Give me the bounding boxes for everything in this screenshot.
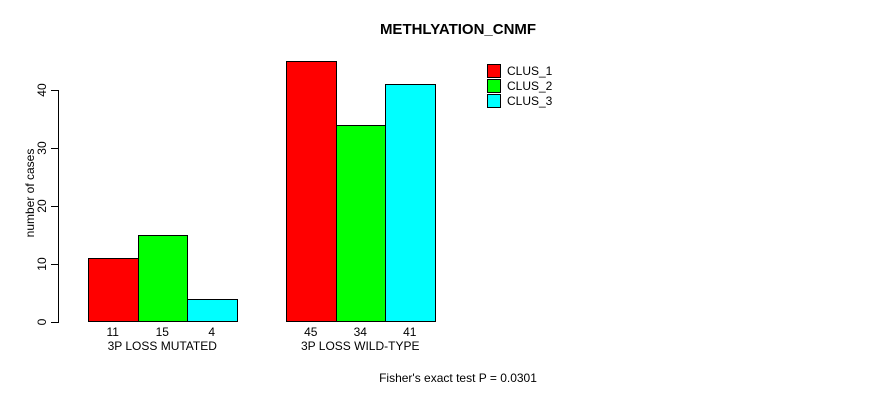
- y-tick: [51, 90, 58, 91]
- footer-annotation: Fisher's exact test P = 0.0301: [379, 371, 537, 385]
- y-tick: [51, 264, 58, 265]
- legend-label: CLUS_2: [507, 78, 553, 93]
- bar-clus_3-group1: [187, 298, 238, 322]
- legend-swatch: [487, 93, 501, 108]
- y-tick: [51, 148, 58, 149]
- y-tick: [51, 322, 58, 323]
- legend-item: CLUS_1: [487, 63, 552, 78]
- bar-value-label: 11: [106, 325, 119, 339]
- legend: CLUS_1 CLUS_2 CLUS_3: [487, 63, 552, 108]
- y-tick-label: 20: [35, 199, 49, 213]
- bar-value-label: 15: [155, 325, 169, 339]
- bar-value-label: 34: [353, 325, 367, 339]
- y-tick-label: 0: [35, 318, 49, 326]
- bar-value-label: 4: [208, 325, 216, 339]
- legend-swatch: [487, 78, 501, 93]
- legend-swatch: [487, 63, 501, 78]
- y-tick-label: 10: [35, 257, 49, 271]
- chart-title: METHLYATION_CNMF: [379, 21, 537, 38]
- bar-clus_1-group2: [286, 61, 337, 322]
- bar-clus_2-group2: [335, 124, 386, 322]
- bar-clus_1-group1: [88, 258, 139, 322]
- bar-value-label: 45: [304, 325, 318, 339]
- category-label: 3P LOSS WILD-TYPE: [301, 339, 420, 353]
- y-axis-line: [58, 90, 59, 323]
- legend-label: CLUS_1: [507, 63, 553, 78]
- bar-clus_2-group1: [137, 235, 188, 322]
- y-tick-label: 40: [35, 83, 49, 97]
- bar-value-label: 41: [403, 325, 417, 339]
- legend-label: CLUS_3: [507, 93, 553, 108]
- y-tick: [51, 206, 58, 207]
- legend-item: CLUS_3: [487, 93, 552, 108]
- bar-clus_3-group2: [385, 84, 436, 322]
- category-label: 3P LOSS MUTATED: [107, 339, 217, 353]
- legend-item: CLUS_2: [487, 78, 552, 93]
- y-tick-label: 30: [35, 141, 49, 155]
